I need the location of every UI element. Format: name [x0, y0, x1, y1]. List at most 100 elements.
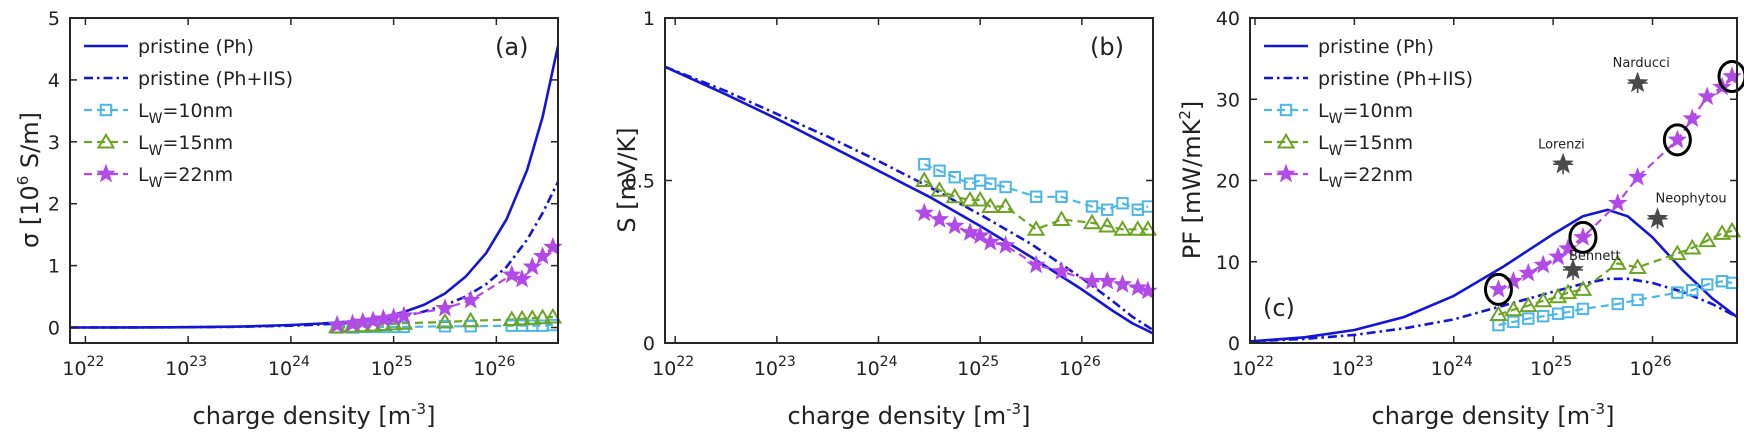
data-point-w22-a — [435, 298, 455, 317]
data-point-w10-c — [1536, 309, 1550, 323]
y-tick-label-c: 10 — [1216, 252, 1240, 274]
data-point-w10-b — [984, 177, 997, 190]
legend-marker-w15-a — [96, 132, 116, 149]
highlight-circle — [1662, 123, 1692, 157]
y-axis-label-a: σ [106 S/m] — [14, 112, 44, 248]
series-line-phi-c — [1250, 277, 1737, 343]
data-point-w10-c — [1671, 286, 1684, 299]
data-point-w22-c — [1667, 129, 1688, 149]
x-ticks-c: 1022 1023 1024 1025 1026 — [1232, 18, 1672, 380]
legend-label-w15-c: LW=15nm — [1318, 132, 1413, 159]
legend-label-w10-c: LW=10nm — [1318, 100, 1413, 127]
data-point-w10-c — [1576, 302, 1590, 316]
legend-label-phi-a: pristine (Ph+IIS) — [138, 68, 293, 90]
data-point-w22-a — [460, 290, 481, 309]
series-line-ph-b — [665, 65, 1153, 335]
x-ticks-a: 1022 1023 1024 1025 1026 — [62, 18, 515, 380]
y-tick-label-c: 20 — [1216, 171, 1240, 193]
marker-layer-a — [327, 236, 563, 334]
x-tick-label-b: 1026 — [1059, 354, 1101, 380]
x-tick-label-b: 1024 — [855, 354, 897, 380]
data-point-w15-c — [1573, 280, 1593, 296]
data-point-w15-b — [981, 197, 1000, 214]
data-point-w10-c — [1686, 283, 1699, 297]
data-point-w10-b — [1055, 190, 1068, 203]
data-point-w10-c — [1561, 305, 1575, 319]
series-line-phi-b — [665, 65, 1153, 332]
y-axis-label-b: S [mV/K] — [613, 127, 641, 232]
y-tick-label-a: 5 — [48, 8, 60, 30]
data-point-w15-a — [533, 308, 552, 325]
y-ticks-a: 0 1 2 3 4 5 — [48, 8, 558, 340]
data-point-w22-a — [327, 314, 347, 334]
y-tick-label-b: 0.5 — [625, 171, 655, 193]
y-tick-label-c: 30 — [1216, 89, 1240, 111]
data-point-w22-a — [512, 269, 532, 288]
series-line-w15-c — [1498, 229, 1733, 316]
series-line-ph-c — [1250, 208, 1737, 343]
reference-point-star — [1552, 152, 1574, 175]
data-point-w22-c — [1518, 263, 1538, 282]
highlight-circle — [1483, 272, 1513, 306]
data-point-w22-c — [1682, 108, 1702, 127]
data-point-w22-c — [1722, 66, 1742, 85]
data-point-w10-c — [1631, 293, 1644, 307]
series-line-w10-c — [1498, 280, 1733, 327]
reference-point-label: Narducci — [1613, 56, 1670, 71]
legend-label-ph-a: pristine (Ph) — [138, 36, 254, 58]
data-point-w15-b — [930, 181, 949, 197]
legend-marker-w10-c — [1279, 103, 1293, 117]
legend-c: pristine (Ph) pristine (Ph+IIS) LW=10nm LW=… — [1264, 36, 1473, 191]
reference-point-star — [1646, 207, 1669, 229]
y-tick-label-a: 4 — [48, 70, 60, 92]
x-tick-label-a: 1026 — [473, 354, 515, 380]
legend-marker-w10-a — [99, 103, 113, 117]
data-point-w15-b — [1082, 213, 1102, 230]
reference-point-star — [1626, 71, 1649, 93]
data-point-w10-b — [1029, 190, 1043, 203]
data-point-w15-c — [1608, 254, 1627, 270]
data-point-w22-a — [522, 256, 543, 276]
data-point-w10-c — [1507, 315, 1520, 329]
y-tick-label-c: 40 — [1216, 8, 1240, 30]
panel-a: 1022 1023 1024 1025 1026 0 1 2 3 4 5 (a) charge d… — [14, 8, 563, 430]
data-point-w22-b — [1138, 280, 1158, 300]
data-point-w10-b — [933, 164, 946, 177]
data-point-w15-a — [461, 311, 480, 328]
x-tick-label-c: 1022 — [1232, 354, 1274, 380]
series-line-w22-c — [1497, 75, 1733, 291]
panel-tag-c: (c) — [1263, 294, 1295, 322]
y-ticks-b: 00.51 — [625, 8, 1153, 355]
data-point-w22-a — [543, 236, 563, 256]
data-point-w22-b — [1128, 277, 1148, 296]
data-point-w15-c — [1628, 258, 1647, 274]
data-point-w15-c — [1533, 291, 1553, 308]
data-point-w15-c — [1683, 238, 1702, 255]
x-tick-label-a: 1025 — [371, 354, 413, 380]
data-point-w10-b — [1085, 200, 1099, 213]
data-point-w22-c — [1488, 279, 1509, 298]
data-point-w15-b — [915, 171, 934, 188]
marker-layer-c — [1488, 66, 1742, 332]
series-line-w15-b — [923, 179, 1148, 231]
panel-b: 1022 1023 1024 1025 1026 00.51 (b) charge de… — [613, 8, 1158, 430]
data-point-w15-c — [1668, 244, 1687, 261]
x-axis-label-c: charge density [m-3] — [1372, 400, 1615, 430]
y-tick-label-b: 1 — [643, 8, 655, 30]
data-point-w22-b — [945, 215, 965, 235]
y-ticks-c: 0 10 20 30 40 — [1216, 8, 1737, 355]
data-point-w10-b — [918, 158, 931, 171]
reference-point-label: Lorenzi — [1538, 137, 1585, 152]
marker-layer-b — [914, 158, 1158, 300]
y-axis-label-c: PF [mW/mK2] — [1176, 101, 1206, 260]
data-point-w22-c — [1697, 86, 1717, 106]
data-point-w15-b — [1052, 210, 1071, 227]
data-point-w22-b — [929, 209, 950, 228]
data-point-w22-b — [1097, 271, 1117, 290]
data-point-w15-b — [1128, 220, 1147, 236]
axes-box-a — [69, 17, 559, 344]
data-point-w15-a — [435, 312, 455, 329]
data-point-w15-c — [1519, 296, 1538, 313]
data-point-w10-b — [1116, 197, 1129, 210]
